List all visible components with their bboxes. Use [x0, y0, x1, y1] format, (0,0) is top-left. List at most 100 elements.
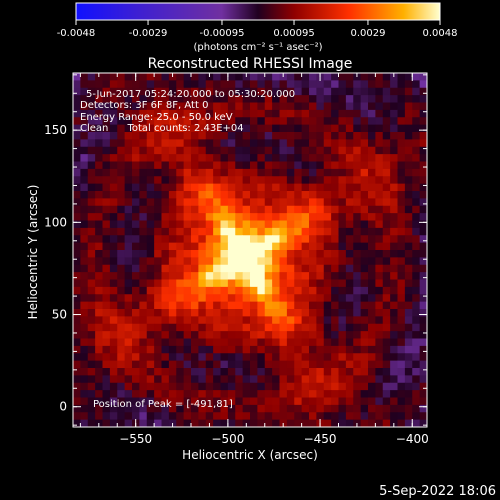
heatmap-cell	[301, 338, 310, 347]
heatmap-cell	[73, 198, 81, 207]
heatmap-cell	[264, 279, 273, 288]
heatmap-cell	[390, 205, 398, 214]
heatmap-cell	[168, 279, 177, 288]
heatmap-cell	[161, 382, 170, 391]
heatmap-cell	[294, 309, 303, 317]
heatmap-cell	[353, 102, 362, 111]
heatmap-cell	[331, 309, 339, 317]
heatmap-cell	[139, 279, 148, 288]
heatmap-cell	[220, 397, 229, 406]
heatmap-cell	[73, 168, 81, 177]
heatmap-cell	[161, 102, 170, 111]
heatmap-cell	[301, 95, 310, 103]
heatmap-cell	[191, 154, 199, 162]
heatmap-cell	[220, 73, 229, 81]
heatmap-cell	[198, 345, 207, 354]
heatmap-cell	[132, 235, 140, 244]
heatmap-cell	[360, 191, 369, 199]
heatmap-cell	[183, 412, 192, 421]
heatmap-cell	[154, 294, 162, 303]
heatmap-cell	[412, 375, 421, 384]
heatmap-cell	[124, 220, 133, 229]
heatmap-cell	[242, 331, 251, 339]
heatmap-cell	[242, 360, 251, 369]
heatmap-cell	[80, 382, 89, 391]
heatmap-cell	[375, 205, 384, 214]
heatmap-cell	[117, 279, 126, 288]
heatmap-cell	[316, 345, 325, 354]
heatmap-cell	[250, 360, 258, 369]
heatmap-cell	[176, 154, 185, 162]
heatmap-cell	[375, 323, 384, 332]
heatmap-cell	[220, 176, 229, 185]
heatmap-cell	[382, 109, 391, 118]
heatmap-cell	[198, 183, 207, 192]
heatmap-cell	[213, 183, 221, 192]
heatmap-cell	[242, 286, 251, 295]
heatmap-cell	[375, 382, 384, 391]
heatmap-cell	[323, 264, 332, 273]
heatmap-cell	[205, 95, 214, 103]
heatmap-cell	[73, 176, 81, 185]
heatmap-cell	[191, 176, 199, 185]
heatmap-cell	[353, 168, 362, 177]
heatmap-cell	[360, 353, 369, 362]
heatmap-cell	[132, 397, 140, 406]
heatmap-cell	[191, 102, 199, 111]
heatmap-cell	[382, 139, 391, 148]
heatmap-cell	[397, 235, 406, 244]
heatmap-cell	[109, 390, 118, 398]
heatmap-cell	[117, 323, 126, 332]
heatmap-cell	[316, 198, 325, 207]
heatmap-cell	[154, 360, 162, 369]
heatmap-cell	[345, 331, 354, 339]
heatmap-cell	[146, 301, 155, 310]
heatmap-cell	[323, 375, 332, 384]
heatmap-cell	[338, 345, 347, 354]
heatmap-cell	[191, 404, 199, 413]
heatmap-cell	[250, 154, 258, 162]
heatmap-cell	[316, 205, 325, 214]
heatmap-cell	[294, 198, 303, 207]
heatmap-cell	[213, 109, 221, 118]
heatmap-cell	[419, 95, 428, 103]
heatmap-cell	[294, 235, 303, 244]
heatmap-cell	[146, 375, 155, 384]
heatmap-cell	[404, 294, 413, 303]
heatmap-cell	[168, 264, 177, 273]
heatmap-cell	[198, 168, 207, 177]
heatmap-cell	[235, 309, 244, 317]
heatmap-cell	[161, 397, 170, 406]
heatmap-cell	[154, 331, 162, 339]
heatmap-cell	[382, 412, 391, 421]
heatmap-cell	[205, 117, 214, 126]
heatmap-cell	[250, 95, 258, 103]
heatmap-cell	[353, 213, 362, 221]
heatmap-cell	[102, 345, 111, 354]
heatmap-cell	[117, 124, 126, 133]
heatmap-cell	[397, 87, 406, 96]
heatmap-cell	[309, 146, 317, 155]
heatmap-cell	[132, 132, 140, 140]
heatmap-cell	[235, 168, 244, 177]
heatmap-cell	[331, 168, 339, 177]
heatmap-cell	[117, 250, 126, 258]
heatmap-cell	[146, 250, 155, 258]
heatmap-cell	[139, 80, 148, 89]
heatmap-cell	[279, 198, 288, 207]
heatmap-cell	[294, 109, 303, 118]
heatmap-cell	[353, 286, 362, 295]
heatmap-cell	[87, 176, 96, 185]
heatmap-cell	[257, 368, 266, 376]
heatmap-cell	[323, 73, 332, 81]
heatmap-cell	[102, 109, 111, 118]
heatmap-cell	[220, 286, 229, 295]
heatmap-cell	[397, 109, 406, 118]
heatmap-cell	[220, 412, 229, 421]
heatmap-cell	[132, 353, 140, 362]
heatmap-cell	[235, 345, 244, 354]
heatmap-cell	[316, 397, 325, 406]
heatmap-cell	[286, 404, 295, 413]
heatmap-cell	[146, 102, 155, 111]
heatmap-cell	[227, 345, 236, 354]
